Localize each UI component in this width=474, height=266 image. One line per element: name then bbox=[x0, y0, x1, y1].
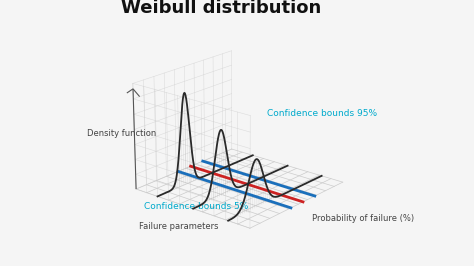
Text: Confidence bounds 95%: Confidence bounds 95% bbox=[267, 109, 377, 118]
Text: Weibull distribution: Weibull distribution bbox=[121, 0, 321, 17]
Text: Confidence bounds 5%: Confidence bounds 5% bbox=[145, 202, 249, 211]
